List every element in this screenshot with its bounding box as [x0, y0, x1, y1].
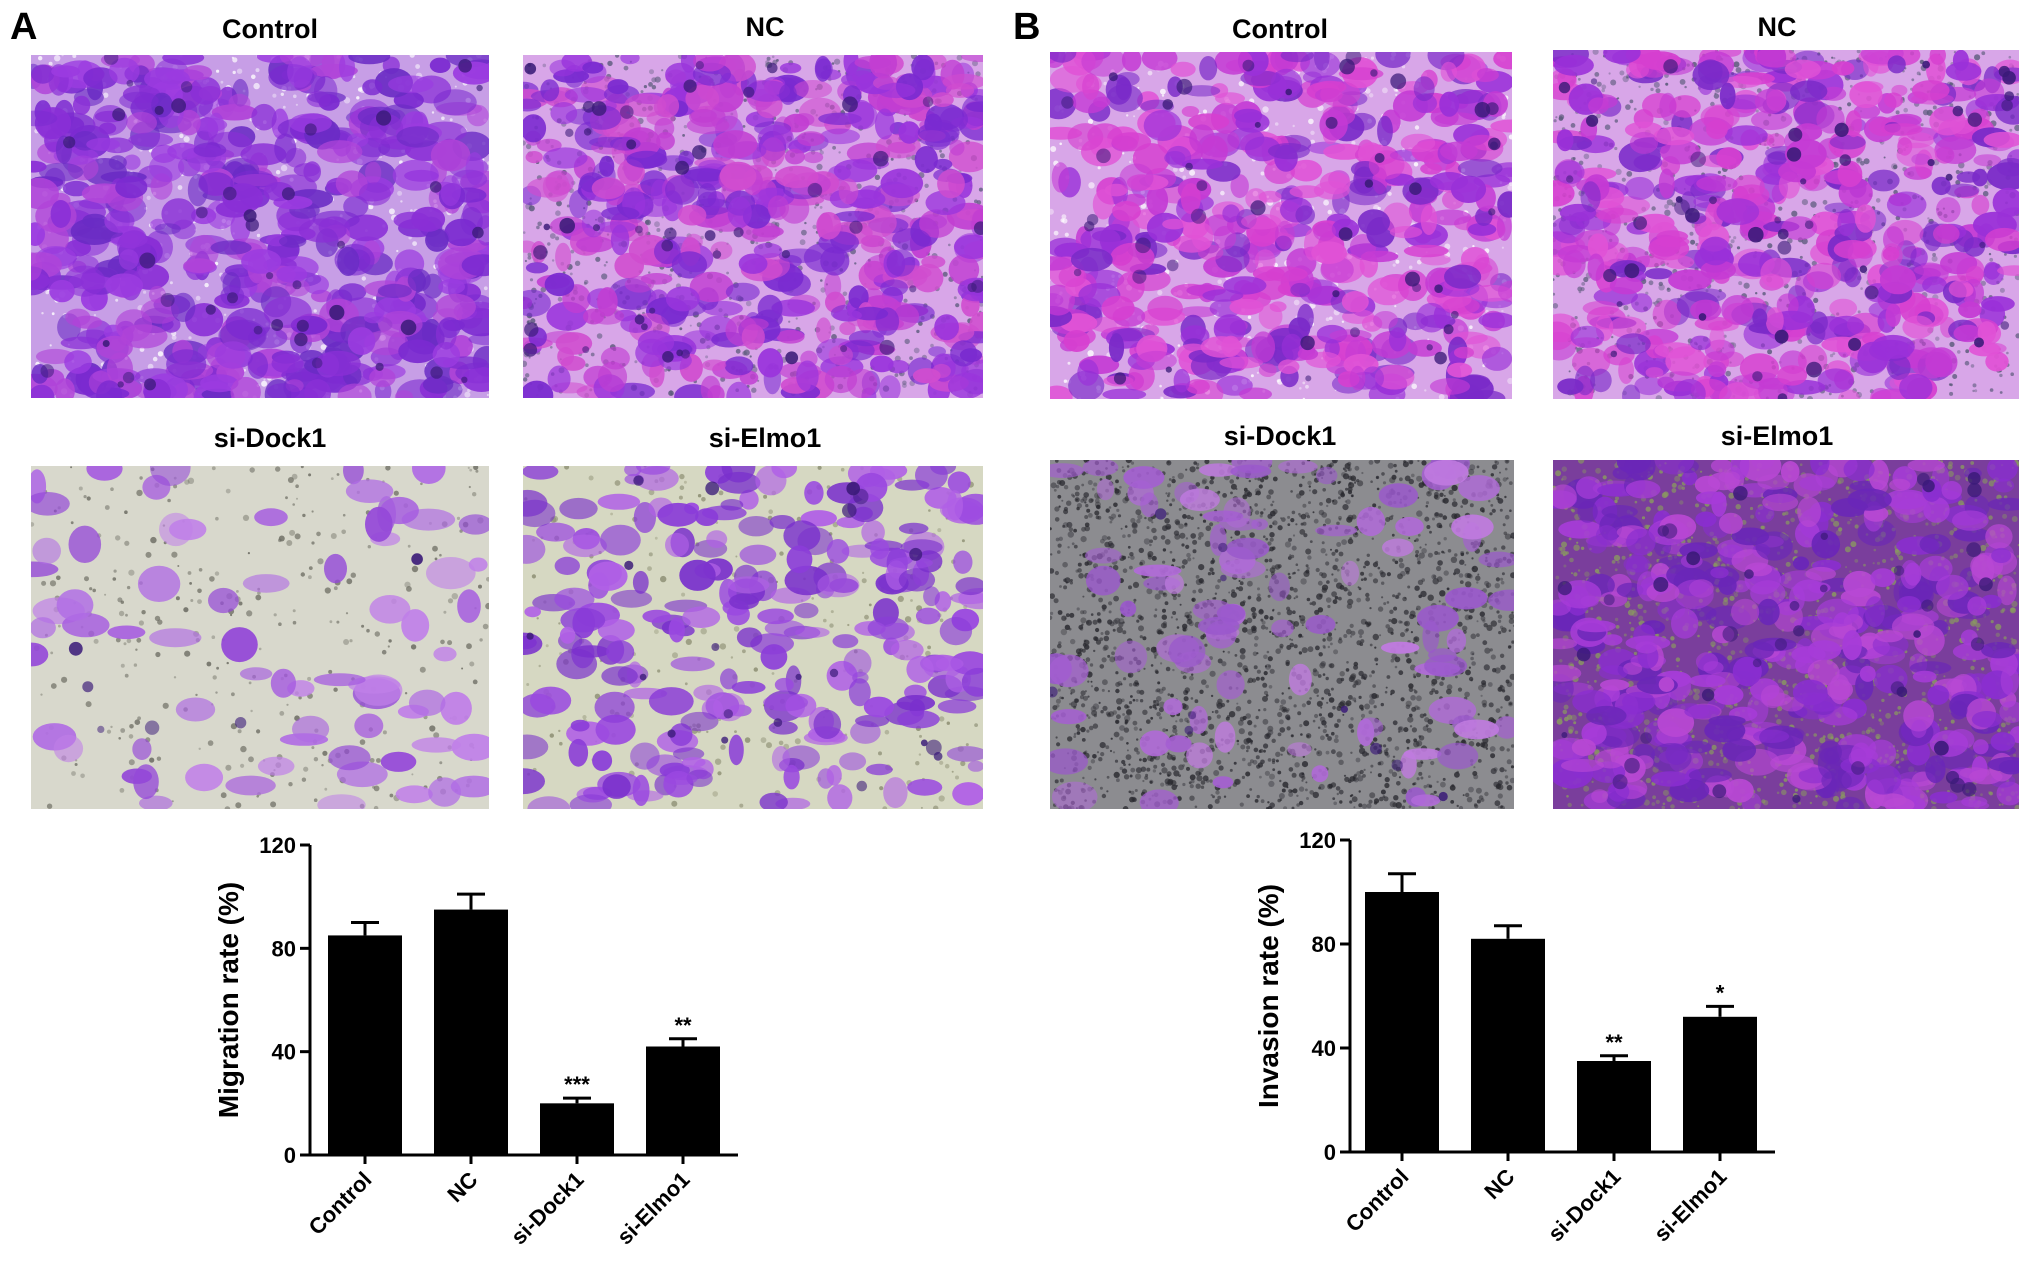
migration-rate-chart: 0 40 80 120 Migration rate (%) Control NC *** si… — [213, 833, 738, 1250]
y-axis-title: Migration rate (%) — [213, 882, 244, 1118]
bar-si-elmo1 — [1683, 1016, 1757, 1152]
x-tick-label-si-dock1: si-Dock1 — [1543, 1164, 1626, 1247]
x-tick-label-si-dock1: si-Dock1 — [506, 1167, 589, 1250]
micrograph-b-si-elmo1 — [1553, 460, 2019, 809]
image-label-b-si-dock1: si-Dock1 — [1223, 421, 1337, 451]
y-tick-label: 80 — [1312, 932, 1336, 957]
micrograph-a-nc — [523, 55, 983, 398]
y-tick-label: 120 — [1299, 828, 1336, 853]
bar-nc — [434, 909, 508, 1155]
panel-letter-b: B — [1013, 6, 1041, 48]
panel-letter-a: A — [10, 6, 38, 48]
image-label-b-nc: NC — [1757, 12, 1797, 42]
significance-marker: *** — [564, 1072, 590, 1097]
bar-control — [328, 935, 402, 1155]
x-tick-label-control: Control — [1341, 1164, 1414, 1237]
y-tick-label: 40 — [1312, 1036, 1336, 1061]
micrograph-a-si-elmo1 — [523, 466, 983, 809]
micrograph-b-control — [1050, 52, 1512, 399]
y-tick-label: 0 — [1324, 1140, 1336, 1165]
micrograph-b-si-dock1 — [1050, 460, 1514, 809]
bar-si-elmo1 — [646, 1046, 720, 1155]
micrograph-a-si-dock1 — [31, 466, 489, 809]
y-tick-label: 80 — [272, 936, 296, 961]
image-label-b-control: Control — [1232, 14, 1328, 44]
image-label-a-si-elmo1: si-Elmo1 — [708, 423, 822, 453]
significance-marker: ** — [674, 1013, 692, 1038]
bar-control — [1365, 892, 1439, 1152]
x-tick-label-si-elmo1: si-Elmo1 — [612, 1167, 695, 1250]
x-tick-label-nc: NC — [442, 1167, 482, 1207]
bar-si-dock1 — [540, 1103, 614, 1155]
y-tick-label: 0 — [284, 1143, 296, 1168]
image-label-a-nc: NC — [745, 12, 785, 42]
y-tick-label: 40 — [272, 1040, 296, 1065]
image-label-a-control: Control — [222, 14, 318, 44]
x-tick-label-control: Control — [304, 1167, 377, 1240]
x-tick-label-si-elmo1: si-Elmo1 — [1649, 1164, 1732, 1247]
y-axis-title: Invasion rate (%) — [1253, 884, 1284, 1108]
invasion-rate-chart: 0 40 80 120 Invasion rate (%) Control NC ** si-D… — [1253, 828, 1775, 1247]
image-label-b-si-elmo1: si-Elmo1 — [1720, 421, 1834, 451]
image-label-a-si-dock1: si-Dock1 — [213, 423, 327, 453]
x-tick-label-nc: NC — [1479, 1164, 1519, 1204]
y-tick-label: 120 — [259, 833, 296, 858]
micrograph-a-control — [31, 55, 489, 398]
significance-marker: * — [1716, 980, 1725, 1005]
micrograph-b-nc — [1553, 50, 2019, 399]
significance-marker: ** — [1605, 1030, 1623, 1055]
bar-si-dock1 — [1577, 1061, 1651, 1152]
bar-nc — [1471, 938, 1545, 1152]
